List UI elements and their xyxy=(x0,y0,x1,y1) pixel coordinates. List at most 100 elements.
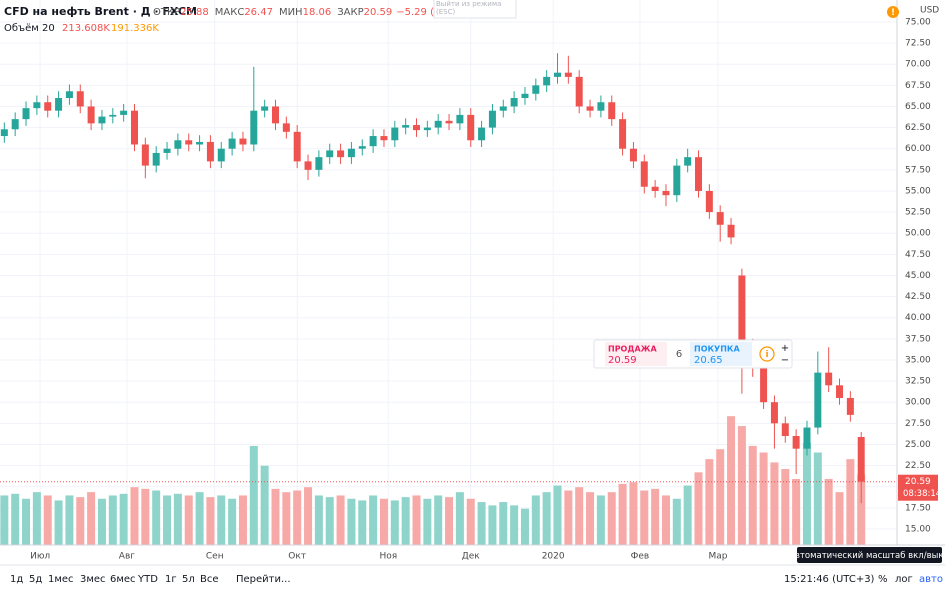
tooltip-box xyxy=(797,547,942,563)
volume-bar xyxy=(510,505,519,545)
volume-bar xyxy=(792,478,801,545)
volume-bar xyxy=(22,498,31,545)
candle-body xyxy=(402,125,410,128)
candle-body xyxy=(304,161,312,170)
candle-body xyxy=(152,152,160,166)
volume-bar xyxy=(423,498,432,545)
volume-bar xyxy=(119,493,128,545)
scale-option[interactable]: % xyxy=(878,574,888,585)
volume-bar xyxy=(282,492,291,545)
candle-body xyxy=(369,136,377,147)
volume-bar xyxy=(217,495,226,545)
candle-body xyxy=(163,148,171,153)
candle-body xyxy=(0,129,8,137)
candle-body xyxy=(651,186,659,191)
goto[interactable]: Перейти... xyxy=(236,574,291,585)
toolbar: Перейти... 15:21:46 (UTC+3) 1д 5д 1мес 3мес… xyxy=(0,564,945,585)
range-button[interactable]: 1д xyxy=(10,574,23,585)
grid xyxy=(0,0,897,545)
candle-body xyxy=(98,116,106,124)
scale-option[interactable]: лог xyxy=(895,574,913,585)
volume-bar xyxy=(716,449,725,545)
y-tick-label: 32.50 xyxy=(905,377,931,387)
ohlc-label: МАКС xyxy=(215,7,245,18)
y-tick-label: 30.00 xyxy=(905,398,931,408)
candle-body xyxy=(358,146,366,149)
scale-option[interactable]: авто xyxy=(919,574,943,585)
candle-body xyxy=(55,98,63,111)
volume-bar xyxy=(857,474,866,545)
candle-body xyxy=(467,114,475,141)
candle-body xyxy=(141,144,149,166)
volume-bar xyxy=(11,493,20,545)
volume-bar xyxy=(76,497,85,545)
volume-bar xyxy=(358,500,367,545)
symbol-title: CFD на нефть Brent · Д · FXCM xyxy=(4,5,197,18)
candle-body xyxy=(705,190,713,213)
volume-bar xyxy=(520,508,529,545)
y-tick-label: 27.50 xyxy=(905,419,931,429)
candle-body xyxy=(315,157,323,170)
candle-body xyxy=(271,106,279,124)
volume-bar xyxy=(206,497,215,545)
plus[interactable]: + xyxy=(781,343,789,354)
candle-body xyxy=(684,157,692,166)
candle-body xyxy=(478,127,486,141)
x-tick-label: Июл xyxy=(30,552,50,562)
volume-bar xyxy=(445,497,454,545)
candle-body xyxy=(803,427,811,449)
ohlc-value: 18.06 xyxy=(303,7,332,18)
volume-bar xyxy=(694,472,703,545)
volume-bar xyxy=(434,495,443,545)
volume-bar xyxy=(705,459,714,545)
sell-button[interactable] xyxy=(605,342,667,366)
range-button[interactable]: 1г xyxy=(165,574,177,585)
candle-body xyxy=(228,138,236,149)
y-tick-label: 75.00 xyxy=(905,17,931,27)
volume-bar xyxy=(325,497,334,545)
range-button[interactable]: 6мес xyxy=(110,574,136,585)
ohlc-value: 20.59 xyxy=(364,7,393,18)
y-tick-label: 57.50 xyxy=(905,165,931,175)
volume-bar xyxy=(748,445,757,545)
range-button[interactable]: 5д xyxy=(29,574,42,585)
volume-bar xyxy=(173,493,182,545)
info-icon[interactable] xyxy=(759,346,775,362)
warning-icon[interactable] xyxy=(887,6,899,18)
volume-bar xyxy=(32,492,41,545)
exit-hint-box[interactable] xyxy=(433,0,517,19)
candle-body xyxy=(662,190,670,196)
volume-bar xyxy=(304,487,313,545)
y-tick-label: 40.00 xyxy=(905,313,931,323)
volume-bar xyxy=(802,442,811,545)
range-button[interactable]: 5л xyxy=(182,574,195,585)
y-tick-label: 62.50 xyxy=(905,123,931,133)
volume-bar xyxy=(238,495,247,545)
range-button[interactable]: 3мес xyxy=(80,574,106,585)
volume-bar xyxy=(152,490,161,545)
volume-bar xyxy=(379,498,388,545)
ohlc-label: МИН xyxy=(279,7,303,18)
minus[interactable]: − xyxy=(781,355,789,366)
candle-body xyxy=(261,106,269,111)
volume-bar xyxy=(651,488,660,545)
candle-body xyxy=(44,102,52,111)
volume-bar xyxy=(293,490,302,545)
y-tick-label: 37.50 xyxy=(905,334,931,344)
volume-bar xyxy=(336,495,345,545)
range-button[interactable]: 1мес xyxy=(48,574,74,585)
candle-body xyxy=(130,110,138,145)
tooltip: Автоматический масштаб вкл/выкл xyxy=(789,547,945,563)
range-button[interactable]: YTD xyxy=(137,574,158,585)
candle-body xyxy=(445,120,453,124)
candle-body xyxy=(423,127,431,131)
volume-bar xyxy=(130,487,139,545)
volume-pane xyxy=(0,416,866,545)
y-tick-label: 67.50 xyxy=(905,81,931,91)
buy-button[interactable] xyxy=(690,342,752,366)
range-button[interactable]: Все xyxy=(200,574,219,585)
candle-body xyxy=(619,119,627,149)
x-tick-label: Дек xyxy=(462,552,481,562)
volume-bar xyxy=(672,498,681,545)
